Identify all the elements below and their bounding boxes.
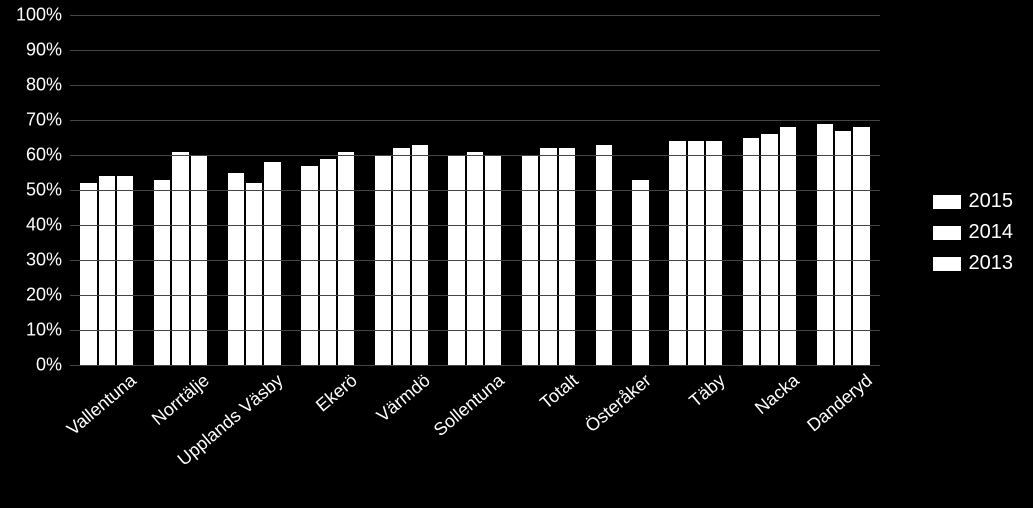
plot-area: 0%10%20%30%40%50%60%70%80%90%100%: [70, 15, 880, 366]
gridline: [70, 155, 880, 156]
bar: [172, 152, 188, 366]
y-tick-label: 40%: [26, 215, 62, 236]
bar: [228, 173, 244, 366]
y-tick-label: 100%: [16, 5, 62, 26]
bar: [688, 141, 704, 365]
gridline: [70, 295, 880, 296]
bar: [117, 176, 133, 365]
gridline: [70, 15, 880, 16]
y-tick-label: 50%: [26, 180, 62, 201]
y-tick-label: 0%: [36, 355, 62, 376]
legend-item: 2013: [933, 252, 1014, 275]
bar: [264, 162, 280, 365]
bar: [154, 180, 170, 366]
y-tick-label: 10%: [26, 320, 62, 341]
x-tick-label: Danderyd: [748, 370, 876, 483]
legend-label: 2015: [969, 190, 1014, 213]
y-tick-label: 30%: [26, 250, 62, 271]
bar: [559, 148, 575, 365]
legend-swatch: [933, 257, 961, 271]
legend-label: 2014: [969, 221, 1014, 244]
gridline: [70, 330, 880, 331]
gridline: [70, 365, 880, 366]
legend-swatch: [933, 226, 961, 240]
bar: [393, 148, 409, 365]
bar: [99, 176, 115, 365]
x-axis-labels: VallentunaNorrtäljeUpplands VäsbyEkeröVä…: [70, 370, 880, 500]
bar: [80, 183, 96, 365]
bar: [817, 124, 833, 366]
y-tick-label: 90%: [26, 40, 62, 61]
x-tick-label: Vallentuna: [12, 370, 140, 483]
bar: [540, 148, 556, 365]
legend-item: 2015: [933, 190, 1014, 213]
y-tick-label: 60%: [26, 145, 62, 166]
y-tick-label: 70%: [26, 110, 62, 131]
gridline: [70, 85, 880, 86]
gridline: [70, 120, 880, 121]
bar: [467, 152, 483, 366]
y-tick-label: 20%: [26, 285, 62, 306]
x-tick-label: Österåker: [527, 370, 655, 483]
y-tick-label: 80%: [26, 75, 62, 96]
gridline: [70, 225, 880, 226]
bar: [669, 141, 685, 365]
bar: [632, 180, 648, 366]
bar-chart: 0%10%20%30%40%50%60%70%80%90%100% Vallen…: [0, 0, 1033, 508]
bar: [338, 152, 354, 366]
gridline: [70, 260, 880, 261]
bar: [412, 145, 428, 366]
bar: [246, 183, 262, 365]
gridline: [70, 50, 880, 51]
gridline: [70, 190, 880, 191]
legend: 2015 2014 2013: [933, 190, 1014, 283]
bar: [596, 145, 612, 366]
bar: [301, 166, 317, 366]
legend-label: 2013: [969, 252, 1014, 275]
legend-swatch: [933, 195, 961, 209]
bar: [706, 141, 722, 365]
legend-item: 2014: [933, 221, 1014, 244]
